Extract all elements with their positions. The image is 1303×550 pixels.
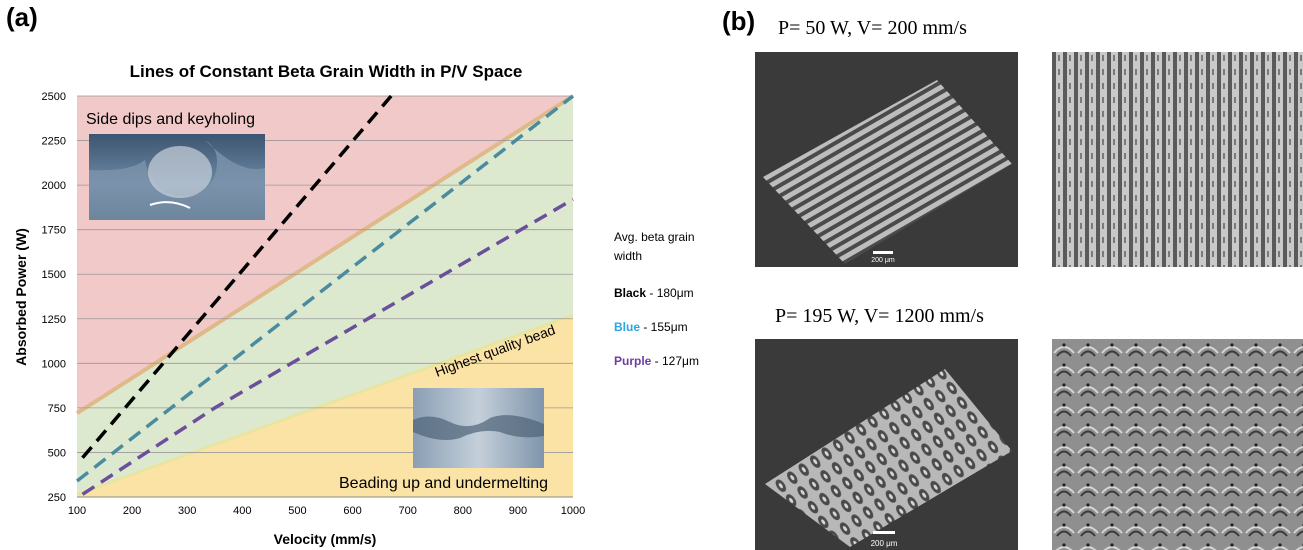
y-tick-label-1000: 1000 [42,358,66,370]
series-line-black [81,94,393,459]
legend-name-purple: Purple [614,354,652,368]
keyhole-inset-image [89,134,265,220]
legend-item-purple: Purple - 127μm [614,354,724,368]
condition-top-label: P= 50 W, V= 200 mm/s [778,17,967,39]
chart-title: Lines of Constant Beta Grain Width in P/… [130,62,523,81]
x-tick-label-200: 200 [123,505,141,517]
legend-name-black: Black [614,286,647,300]
series-line-blue [75,94,575,483]
x-tick-label-100: 100 [68,505,86,517]
legend-header: Avg. beta grain width [614,230,695,263]
y-axis-label: Absorbed Power (W) [13,228,29,366]
grain-width-legend: Avg. beta grain width Black - 180μm Blue… [614,228,724,368]
legend-name-blue: Blue [614,320,641,334]
x-tick-label-900: 900 [509,505,527,517]
y-tick-label-500: 500 [48,447,66,459]
panel-b-label: (b) [722,6,756,36]
legend-value-black: - 180μm [646,286,694,300]
boundary-upper [75,94,575,415]
y-tick-label-250: 250 [48,492,66,504]
chart-axes: 100 200 300 400 500 600 700 800 900 1000 250 500 750… [42,91,586,517]
y-tick-label-2000: 2000 [42,180,66,192]
x-tick-label-300: 300 [178,505,196,517]
region-quality [77,96,573,495]
chart-series [75,94,575,496]
x-tick-label-1000: 1000 [561,505,585,517]
y-tick-label-2250: 2250 [42,136,66,148]
legend-item-blue: Blue - 155μm [614,320,724,334]
x-tick-label-600: 600 [343,505,361,517]
x-tick-label-400: 400 [233,505,251,517]
condition-bottom-label: P= 195 W, V= 1200 mm/s [775,305,984,327]
micrograph-3d-bottom: 200 μm [755,339,1018,550]
micrograph-plan-bottom [1052,339,1303,550]
x-tick-label-500: 500 [288,505,306,517]
y-tick-label-2500: 2500 [42,91,66,103]
legend-value-blue: - 155μm [640,320,688,334]
beading-inset-image [413,388,544,468]
x-tick-label-700: 700 [398,505,416,517]
micrograph-3d-top: 200 μm [755,52,1018,267]
y-tick-label-1250: 1250 [42,314,66,326]
pv-chart: 100 200 300 400 500 600 700 800 900 1000 250 500 750… [13,62,586,547]
region-label-top: Side dips and keyholing [86,111,255,128]
y-tick-label-750: 750 [48,403,66,415]
scale-bar-top: 200 μm [871,257,895,264]
micrograph-plan-top [1052,52,1303,267]
series-line-purple [81,197,574,496]
y-tick-label-1750: 1750 [42,225,66,237]
region-label-bottom: Beading up and undermelting [339,475,548,492]
panel-a-label: (a) [6,2,38,32]
y-tick-label-1500: 1500 [42,269,66,281]
legend-value-purple: - 127μm [651,354,699,368]
x-axis-label: Velocity (mm/s) [274,531,377,547]
scale-bar-bottom: 200 μm [871,539,898,548]
boundary-lower [76,313,574,496]
x-tick-label-800: 800 [454,505,472,517]
legend-item-black: Black - 180μm [614,286,724,300]
